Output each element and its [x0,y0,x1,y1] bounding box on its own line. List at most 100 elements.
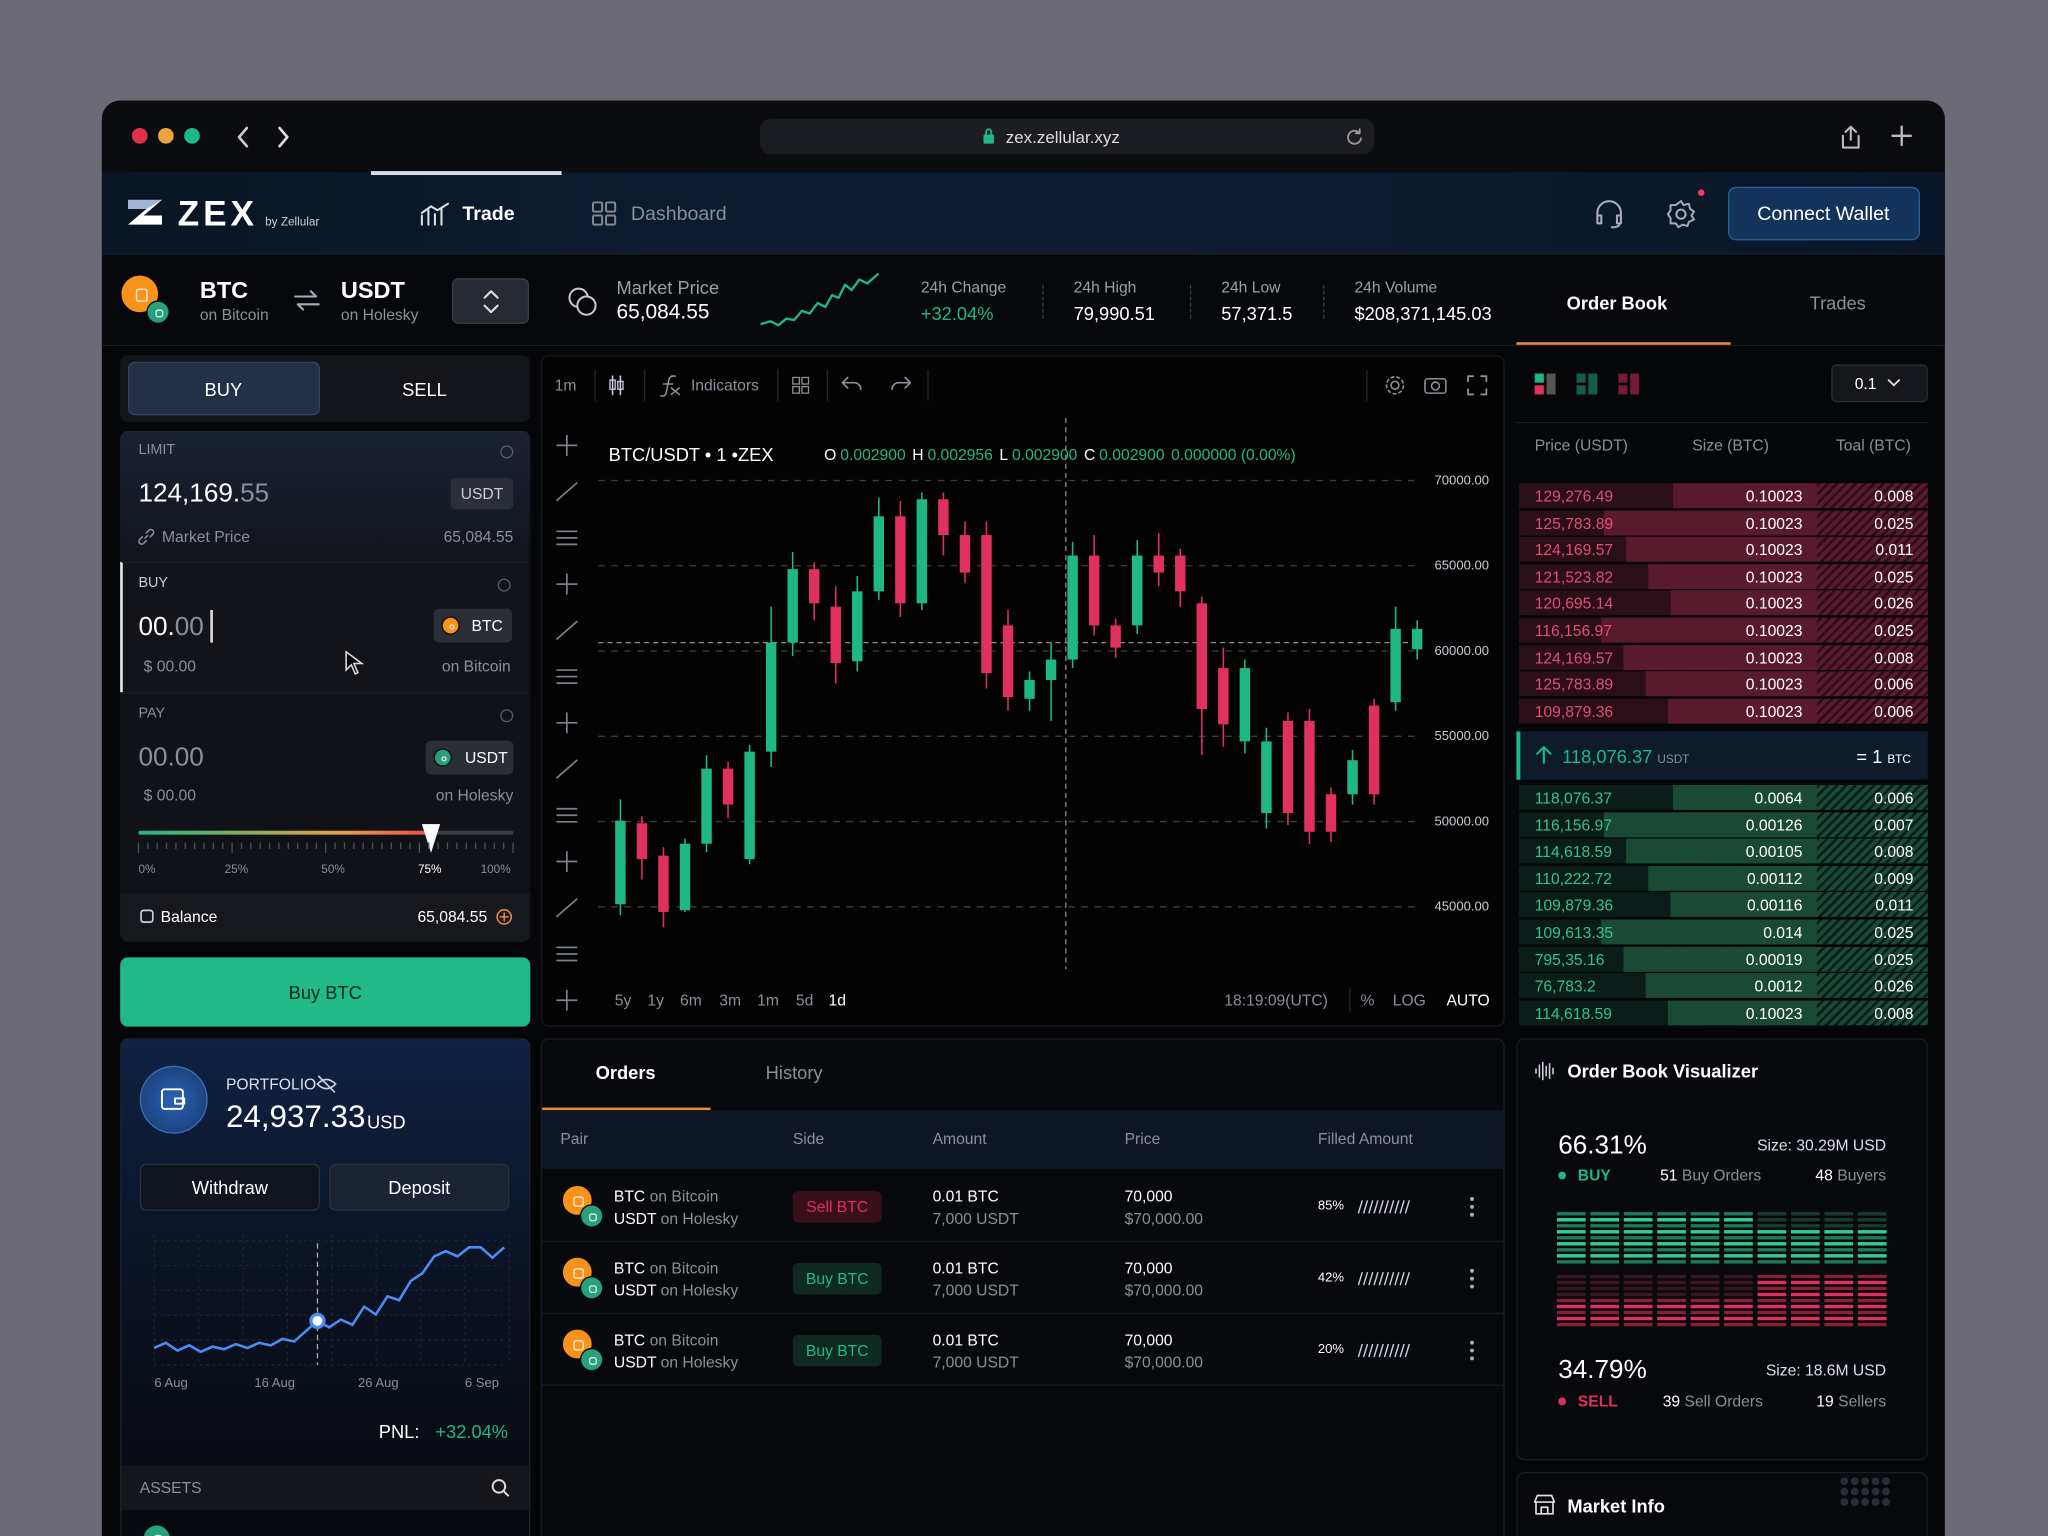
decor-dot [1882,1487,1890,1496]
sell-tab-label[interactable]: SELL [402,378,447,400]
depth-cell [1623,1236,1653,1240]
layout-icon[interactable] [792,376,810,394]
icon-glyph [135,288,147,303]
depth-cell [1590,1298,1620,1303]
icon-part [576,295,597,316]
column-header: Filled Amount [1317,1129,1413,1149]
depth-cell [1623,1274,1653,1279]
support-icon[interactable] [1593,199,1624,230]
candle-body [787,569,798,643]
candle-body [1218,668,1229,725]
icon-part [1887,379,1901,387]
icon-part [1675,208,1687,220]
nav-tab[interactable]: Trade [462,203,515,226]
size-select[interactable] [1831,364,1928,403]
depth-cell [1790,1286,1820,1291]
book-view-toggle[interactable] [1618,373,1640,395]
pair-base: BTC on Bitcoin [614,1260,719,1276]
reload-icon[interactable] [1345,128,1363,146]
range-button[interactable]: 1m [757,991,779,1010]
icon-part [1470,1284,1474,1289]
book-price: 124,169.57 [1534,540,1614,560]
candle-body [1411,628,1423,650]
undo-icon[interactable] [841,375,862,393]
hide-icon[interactable] [316,1075,337,1093]
back-icon[interactable] [235,125,251,149]
book-column-header: Price (USDT) [1534,436,1628,455]
share-icon[interactable] [1840,124,1861,150]
url-bar[interactable] [760,118,1375,155]
range-button[interactable]: 1y [647,991,664,1010]
nav-tab[interactable]: Dashboard [630,203,727,226]
stat-separator [1323,284,1325,319]
icon-part [801,385,810,394]
visualizer-title: Order Book Visualizer [1567,1060,1759,1082]
depth-cell [1657,1212,1686,1216]
connect-wallet-button[interactable] [1727,186,1920,241]
hatch-stroke [1389,1271,1395,1286]
row-menu-icon[interactable] [1468,1340,1476,1361]
field-label: PAY [138,705,166,722]
book-size: 0.00116 [1746,896,1803,915]
settings-icon[interactable] [1666,200,1696,229]
row-menu-icon[interactable] [1468,1268,1476,1289]
range-button[interactable]: 5d [795,991,814,1010]
row-menu-icon[interactable] [1468,1196,1476,1217]
depth-cell [1724,1310,1753,1315]
scale-option[interactable]: AUTO [1446,991,1490,1010]
indicators-button[interactable]: Indicators [690,376,759,395]
submit-button[interactable] [120,957,531,1027]
icon-part [1841,125,1860,149]
depth-cell [1590,1280,1620,1285]
icon-part [1618,373,1628,383]
side-tab[interactable]: Order Book [1566,292,1668,314]
info-icon [500,445,514,459]
deposit-button[interactable] [329,1163,510,1211]
search-icon[interactable] [491,1479,510,1497]
book-view-toggle[interactable] [1534,373,1556,395]
forward-icon[interactable] [276,125,292,149]
depth-cell [1757,1236,1787,1240]
depth-cell [1824,1218,1854,1222]
withdraw-button[interactable] [139,1163,320,1211]
depth-cell [1757,1316,1787,1321]
range-button[interactable]: 6m [680,991,702,1010]
side-tab[interactable]: Trades [1809,292,1866,314]
depth-cell [1857,1254,1887,1258]
depth-cell [1790,1280,1820,1285]
chart-settings-icon[interactable] [1384,375,1405,396]
scale-option[interactable]: % [1360,991,1375,1010]
candle-type-icon[interactable] [607,375,625,396]
market-info-icon [1533,1494,1556,1515]
add-funds-icon[interactable] [496,909,512,925]
depth-cell [1724,1274,1753,1279]
fullscreen-icon[interactable] [1467,375,1488,396]
range-button[interactable]: 1d [828,991,846,1010]
interval-button[interactable]: 1m [554,376,577,395]
redo-icon[interactable] [891,375,912,393]
depth-cell [1690,1218,1720,1222]
hatch-stroke [1378,1343,1384,1358]
depth-cell [1690,1224,1720,1228]
screenshot-icon[interactable] [1424,375,1448,395]
orders-tab[interactable]: History [765,1061,823,1083]
pair-select-button[interactable] [451,278,529,324]
new-tab-icon[interactable] [1891,125,1913,147]
indicators-icon[interactable] [660,374,681,398]
slider-thumb[interactable] [421,823,442,854]
buy-amount-dec: 00 [174,612,204,642]
decor-dot [1871,1477,1880,1486]
book-view-toggle[interactable] [1576,373,1598,395]
swap-icon[interactable] [293,289,322,313]
range-button[interactable]: 3m [719,991,742,1010]
buy-tab-active[interactable] [127,361,320,416]
scale-option[interactable]: LOG [1392,991,1426,1010]
pair-token: BTC [613,1330,646,1350]
book-price: 109,879.36 [1534,896,1614,915]
drawing-tools[interactable] [552,431,581,1019]
depth-cell [1556,1218,1586,1222]
orders-tab[interactable]: Orders [595,1061,656,1083]
book-price: 76,783.2 [1534,977,1596,996]
balance-value: 65,084.55 [417,907,488,927]
range-button[interactable]: 5y [614,991,632,1010]
